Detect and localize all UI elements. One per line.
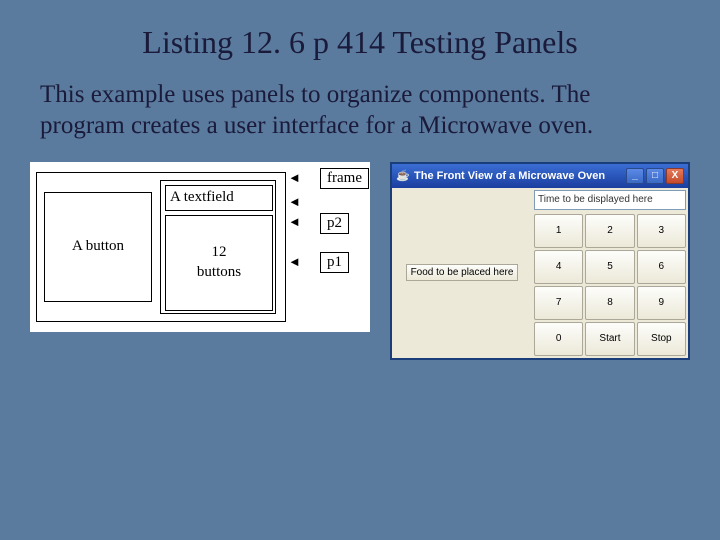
diagram-p1-box: 12 buttons	[165, 215, 273, 311]
key-start[interactable]: Start	[585, 322, 634, 356]
key-4[interactable]: 4	[534, 250, 583, 284]
diagram-textfield-box: A textfield	[165, 185, 273, 211]
arrow-icon: ◄	[288, 170, 301, 186]
close-button[interactable]: X	[666, 168, 684, 184]
diagram-label-frame: frame	[320, 168, 369, 189]
key-stop[interactable]: Stop	[637, 322, 686, 356]
diagram-label-p1: p1	[320, 252, 349, 273]
key-7[interactable]: 7	[534, 286, 583, 320]
key-3[interactable]: 3	[637, 214, 686, 248]
window-buttons: _ □ X	[626, 168, 684, 184]
key-2[interactable]: 2	[585, 214, 634, 248]
window-title-text: The Front View of a Microwave Oven	[414, 170, 626, 182]
content-row: A button A textfield 12 buttons ◄ ◄ ◄ ◄ …	[0, 142, 720, 360]
diagram-label-p2: p2	[320, 213, 349, 234]
panel-diagram: A button A textfield 12 buttons ◄ ◄ ◄ ◄ …	[30, 162, 370, 332]
keypad: 1 2 3 4 5 6 7 8 9 0 Start Stop	[532, 212, 688, 358]
key-9[interactable]: 9	[637, 286, 686, 320]
key-5[interactable]: 5	[585, 250, 634, 284]
slide-body-text: This example uses panels to organize com…	[0, 61, 720, 142]
key-6[interactable]: 6	[637, 250, 686, 284]
key-1[interactable]: 1	[534, 214, 583, 248]
java-icon: ☕	[396, 169, 410, 183]
diagram-12buttons-label: 12 buttons	[197, 243, 241, 282]
microwave-window: ☕ The Front View of a Microwave Oven _ □…	[390, 162, 690, 360]
time-display[interactable]: Time to be displayed here	[534, 190, 686, 210]
window-body: Food to be placed here Time to be displa…	[392, 188, 688, 358]
arrow-icon: ◄	[288, 254, 301, 270]
food-area: Food to be placed here	[392, 188, 532, 358]
key-0[interactable]: 0	[534, 322, 583, 356]
minimize-button[interactable]: _	[626, 168, 644, 184]
key-8[interactable]: 8	[585, 286, 634, 320]
maximize-button[interactable]: □	[646, 168, 664, 184]
arrow-icon: ◄	[288, 214, 301, 230]
control-panel: Time to be displayed here 1 2 3 4 5 6 7 …	[532, 188, 688, 358]
window-titlebar[interactable]: ☕ The Front View of a Microwave Oven _ □…	[392, 164, 688, 188]
arrow-icon: ◄	[288, 194, 301, 210]
food-button[interactable]: Food to be placed here	[406, 264, 519, 281]
diagram-p2-box: A textfield 12 buttons	[160, 180, 276, 314]
slide-title: Listing 12. 6 p 414 Testing Panels	[0, 0, 720, 61]
diagram-a-button: A button	[44, 192, 152, 302]
